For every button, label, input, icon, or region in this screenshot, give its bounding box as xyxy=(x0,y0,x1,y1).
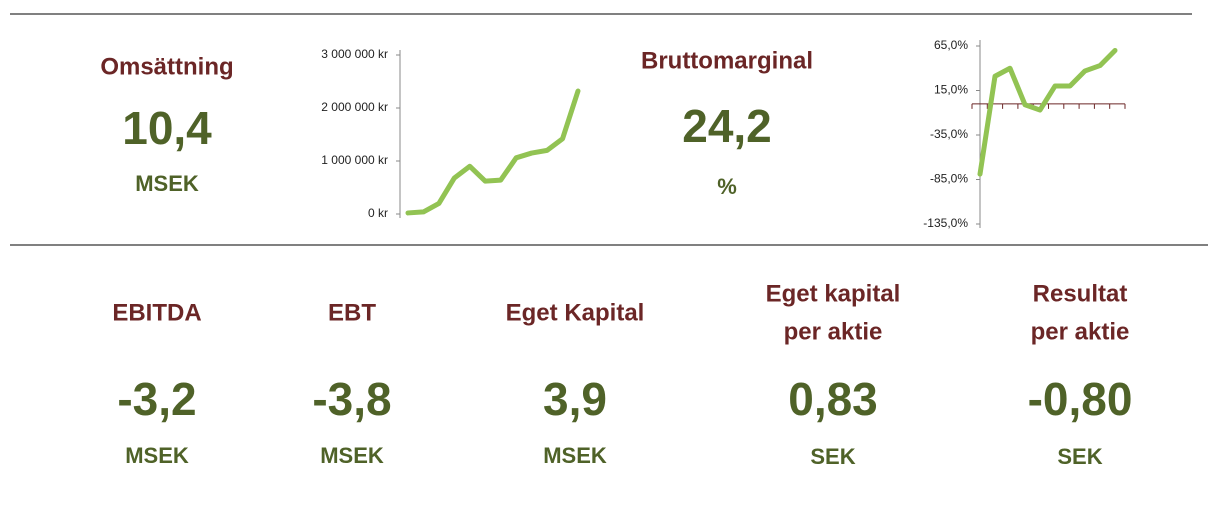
kpi-value: -3,2 xyxy=(117,373,196,425)
kpi-title: Resultat xyxy=(1033,280,1128,307)
kpi-value: -3,8 xyxy=(312,373,391,425)
kpi-unit: % xyxy=(717,174,737,199)
kpi-title: Bruttomarginal xyxy=(641,47,813,74)
kpi-value: 24,2 xyxy=(682,100,772,152)
line xyxy=(405,88,581,216)
line xyxy=(977,47,1118,177)
kpi-unit: MSEK xyxy=(125,443,189,468)
y-tick-label: -135,0% xyxy=(923,216,968,230)
y-tick-label: 15,0% xyxy=(934,83,968,97)
kpi-value: 3,9 xyxy=(543,373,607,425)
kpi-unit: MSEK xyxy=(543,443,607,468)
y-tick-label: 1 000 000 kr xyxy=(321,153,388,167)
kpi-value: -0,80 xyxy=(1028,373,1133,425)
kpi-value: 0,83 xyxy=(788,373,878,425)
y-tick-label: 65,0% xyxy=(934,38,968,52)
kpi-title: Omsättning xyxy=(100,53,233,80)
kpi-title: per aktie xyxy=(784,318,883,345)
kpi-title: Eget Kapital xyxy=(506,299,645,326)
kpi-title: EBT xyxy=(328,299,376,326)
kpi-unit: SEK xyxy=(1057,444,1102,469)
kpi-unit: MSEK xyxy=(135,171,199,196)
kpi-title: per aktie xyxy=(1031,318,1130,345)
kpi-value: 10,4 xyxy=(122,102,212,154)
y-tick-label: -35,0% xyxy=(930,127,968,141)
y-tick-label: -85,0% xyxy=(930,172,968,186)
kpi-unit: MSEK xyxy=(320,443,384,468)
kpi-title: Eget kapital xyxy=(766,280,901,307)
kpi-title: EBITDA xyxy=(112,299,201,326)
y-tick-label: 3 000 000 kr xyxy=(321,47,388,61)
y-tick-label: 0 kr xyxy=(368,206,388,220)
kpi-unit: SEK xyxy=(810,444,855,469)
y-tick-label: 2 000 000 kr xyxy=(321,100,388,114)
